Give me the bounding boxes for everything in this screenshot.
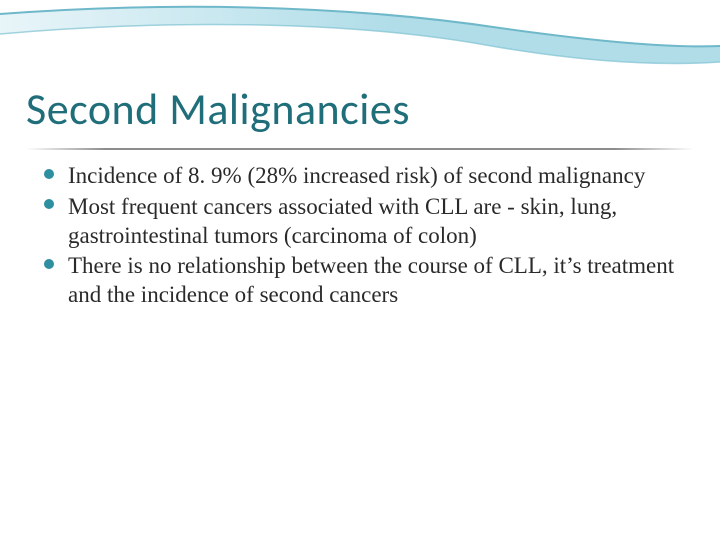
slide-title: Second Malignancies bbox=[26, 82, 410, 136]
bullet-text: Most frequent cancers associated with CL… bbox=[68, 194, 617, 248]
title-underline bbox=[26, 148, 694, 150]
bullet-text: Incidence of 8. 9% (28% increased risk) … bbox=[68, 163, 645, 188]
bullet-text: There is no relationship between the cou… bbox=[68, 253, 674, 307]
list-item: Incidence of 8. 9% (28% increased risk) … bbox=[42, 162, 682, 191]
wave-fill bbox=[0, 7, 720, 64]
wave-upper-line bbox=[0, 7, 720, 47]
list-item: Most frequent cancers associated with CL… bbox=[42, 193, 682, 251]
slide-body: Incidence of 8. 9% (28% increased risk) … bbox=[42, 162, 682, 312]
slide: Second Malignancies Incidence of 8. 9% (… bbox=[0, 0, 720, 540]
wave-decoration bbox=[0, 0, 720, 90]
bullet-list: Incidence of 8. 9% (28% increased risk) … bbox=[42, 162, 682, 310]
list-item: There is no relationship between the cou… bbox=[42, 252, 682, 310]
wave-lower-line bbox=[0, 25, 720, 64]
